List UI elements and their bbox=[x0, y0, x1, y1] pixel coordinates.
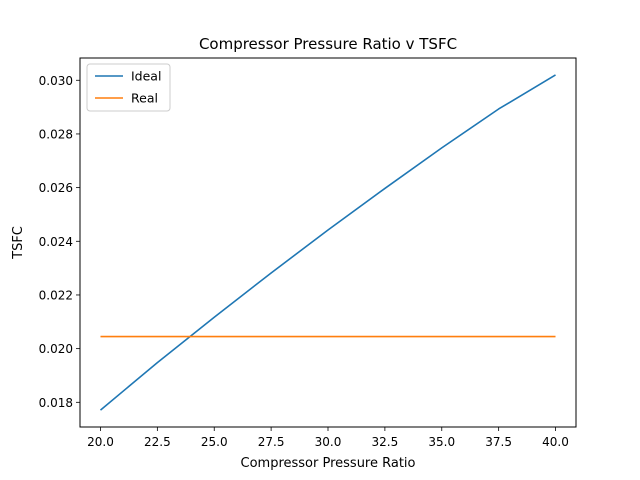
x-tick-label: 32.5 bbox=[372, 435, 399, 449]
x-tick-label: 37.5 bbox=[485, 435, 512, 449]
y-tick-label: 0.030 bbox=[39, 74, 73, 88]
legend-label-ideal: Ideal bbox=[131, 69, 161, 84]
y-tick-label: 0.024 bbox=[39, 235, 73, 249]
y-tick-label: 0.020 bbox=[39, 342, 73, 356]
x-tick-label: 22.5 bbox=[144, 435, 171, 449]
x-tick-label: 35.0 bbox=[428, 435, 455, 449]
y-axis-label: TSFC bbox=[11, 226, 26, 260]
legend: Ideal Real bbox=[86, 63, 171, 112]
y-tick-label: 0.018 bbox=[39, 396, 73, 410]
x-tick-label: 40.0 bbox=[542, 435, 569, 449]
y-tick-label: 0.028 bbox=[39, 127, 73, 141]
y-axis: 0.018 0.020 0.022 0.024 0.026 0.028 0.030 bbox=[39, 74, 80, 410]
series-layer bbox=[99, 74, 556, 411]
series-line-ideal bbox=[99, 74, 556, 411]
x-tick-label: 27.5 bbox=[258, 435, 285, 449]
chart-title: Compressor Pressure Ratio v TSFC bbox=[199, 35, 457, 53]
plot-frame bbox=[79, 57, 577, 428]
x-tick-label: 30.0 bbox=[315, 435, 342, 449]
x-axis: 20.0 22.5 25.0 27.5 30.0 32.5 35.0 37.5 40.0 bbox=[87, 427, 569, 449]
x-axis-label: Compressor Pressure Ratio bbox=[241, 456, 416, 471]
x-tick-label: 20.0 bbox=[87, 435, 114, 449]
legend-label-real: Real bbox=[131, 91, 158, 106]
y-tick-label: 0.022 bbox=[39, 288, 73, 302]
x-tick-label: 25.0 bbox=[201, 435, 228, 449]
y-tick-label: 0.026 bbox=[39, 181, 73, 195]
